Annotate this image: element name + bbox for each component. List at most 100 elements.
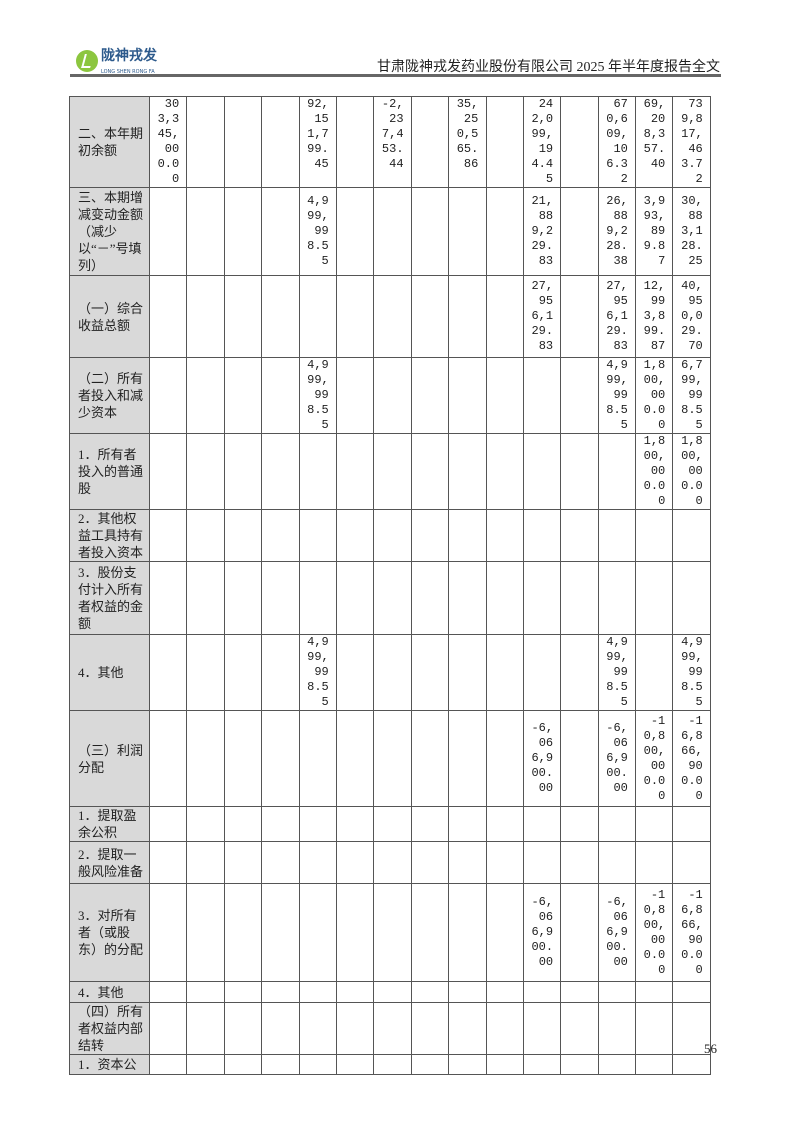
table-cell bbox=[261, 981, 300, 1003]
table-cell bbox=[373, 433, 412, 510]
table-cell bbox=[448, 1054, 487, 1075]
table-cell bbox=[410, 1054, 450, 1075]
cell-value: 1,800,000.00 bbox=[681, 434, 703, 508]
table-cell: 303,345,000.00 bbox=[148, 96, 188, 188]
table-cell bbox=[186, 841, 225, 884]
cell-value: 27,956,129.83 bbox=[606, 279, 628, 353]
table-cell bbox=[410, 634, 450, 711]
table-cell bbox=[672, 841, 711, 884]
table-cell bbox=[560, 187, 599, 276]
table-cell bbox=[373, 710, 412, 807]
table-cell bbox=[485, 187, 524, 276]
row-label: 4．其他 bbox=[69, 981, 150, 1003]
table-cell bbox=[373, 509, 412, 562]
table-cell bbox=[560, 1002, 599, 1055]
table-cell bbox=[410, 187, 450, 276]
cell-value: -6,066,900.00 bbox=[531, 721, 554, 795]
table-cell bbox=[223, 96, 263, 188]
table-cell bbox=[148, 275, 188, 358]
table-cell bbox=[522, 1002, 562, 1055]
table-cell bbox=[560, 275, 599, 358]
cell-value: 4,999,998.55 bbox=[307, 358, 329, 432]
table-cell bbox=[186, 634, 225, 711]
table-cell: 1,800,000.00 bbox=[635, 357, 674, 434]
table-cell bbox=[148, 433, 188, 510]
table-cell bbox=[560, 1054, 599, 1075]
table-row: 2．提取一般风险准备 bbox=[69, 841, 711, 884]
table-cell bbox=[148, 187, 188, 276]
table-cell bbox=[448, 634, 487, 711]
logo-mark-icon bbox=[76, 50, 98, 72]
table-cell bbox=[672, 509, 711, 562]
table-cell bbox=[223, 433, 263, 510]
header-divider bbox=[70, 74, 721, 77]
cell-value: 4,999,998.55 bbox=[681, 635, 703, 709]
table-cell bbox=[335, 187, 375, 276]
table-cell bbox=[448, 357, 487, 434]
table-cell bbox=[522, 634, 562, 711]
table-cell: 3,993,899.87 bbox=[635, 187, 674, 276]
cell-value: 92,151,799.45 bbox=[307, 97, 329, 171]
table-cell bbox=[373, 883, 412, 982]
cell-value: 6,799,998.55 bbox=[681, 358, 703, 432]
table-cell bbox=[335, 1002, 375, 1055]
table-cell bbox=[448, 275, 487, 358]
table-cell bbox=[335, 433, 375, 510]
table-row: 3．对所有者（或股东）的分配 -6,066,900.00 -6,066,900.00… bbox=[69, 883, 711, 982]
cell-value: 3,993,899.87 bbox=[643, 194, 666, 268]
table-cell bbox=[410, 275, 450, 358]
cell-value: 12,993,899.87 bbox=[643, 279, 666, 353]
table-cell bbox=[560, 509, 599, 562]
table-cell bbox=[410, 509, 450, 562]
table-cell bbox=[335, 841, 375, 884]
table-cell: 12,993,899.87 bbox=[635, 275, 674, 358]
table-cell bbox=[223, 561, 263, 635]
table-cell bbox=[186, 1054, 225, 1075]
table-cell bbox=[335, 275, 375, 358]
document-title: 甘肃陇神戎发药业股份有限公司 2025 年半年度报告全文 bbox=[377, 60, 720, 75]
table-cell bbox=[261, 433, 300, 510]
table-row: （四）所有者权益内部结转 bbox=[69, 1002, 711, 1055]
table-cell bbox=[522, 357, 562, 434]
table-cell bbox=[560, 981, 599, 1003]
cell-value: -16,866,900.00 bbox=[681, 713, 703, 803]
table-cell bbox=[223, 806, 263, 842]
table-cell bbox=[448, 1002, 487, 1055]
table-cell bbox=[448, 710, 487, 807]
table-cell bbox=[298, 981, 337, 1003]
table-cell bbox=[635, 634, 674, 711]
cell-value: 4,999,998.55 bbox=[606, 358, 628, 432]
table-cell bbox=[560, 806, 599, 842]
table-cell bbox=[223, 187, 263, 276]
table-cell: -6,066,900.00 bbox=[522, 710, 562, 807]
table-cell bbox=[298, 841, 337, 884]
table-cell bbox=[373, 187, 412, 276]
table-cell bbox=[298, 509, 337, 562]
table-cell bbox=[186, 561, 225, 635]
table-cell bbox=[597, 1002, 637, 1055]
table-cell bbox=[672, 561, 711, 635]
table-cell bbox=[373, 1054, 412, 1075]
table-cell bbox=[635, 981, 674, 1003]
table-cell bbox=[186, 981, 225, 1003]
table-cell bbox=[261, 806, 300, 842]
table-cell bbox=[335, 1054, 375, 1075]
table-cell bbox=[522, 561, 562, 635]
cell-value: 4,999,998.55 bbox=[307, 635, 329, 709]
table-row: 1．所有者投入的普通股 1,800,000.00 1,800,000.00 bbox=[69, 433, 711, 510]
row-label: （一）综合收益总额 bbox=[69, 275, 150, 358]
cell-value: 69,208,357.40 bbox=[643, 97, 666, 171]
cell-value: 1,800,000.00 bbox=[643, 434, 666, 508]
row-label: 1．提取盈余公积 bbox=[69, 806, 150, 842]
table-cell bbox=[261, 710, 300, 807]
table-cell bbox=[448, 433, 487, 510]
table-cell: 4,999,998.55 bbox=[672, 634, 711, 711]
table-cell bbox=[485, 981, 524, 1003]
cell-value: -10,800,000.00 bbox=[643, 887, 666, 977]
row-label: （四）所有者权益内部结转 bbox=[69, 1002, 150, 1055]
table-cell bbox=[186, 509, 225, 562]
table-cell bbox=[261, 96, 300, 188]
table-cell bbox=[335, 806, 375, 842]
table-cell bbox=[148, 1054, 188, 1075]
table-cell bbox=[186, 187, 225, 276]
